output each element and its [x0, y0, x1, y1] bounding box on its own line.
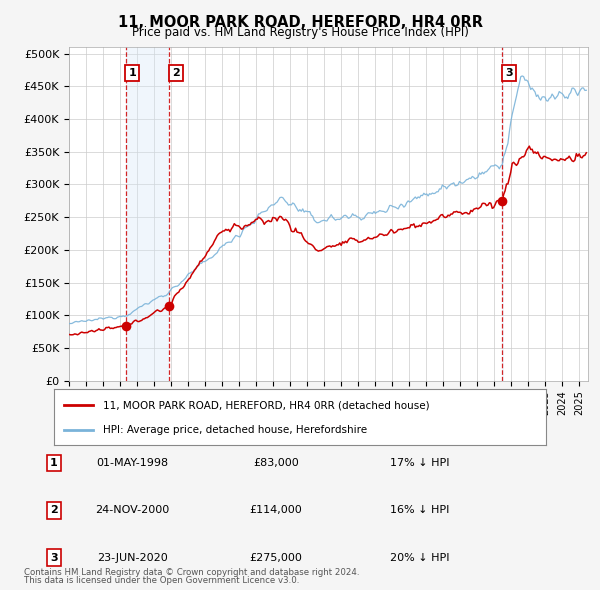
Text: 1: 1: [128, 68, 136, 78]
Text: 24-NOV-2000: 24-NOV-2000: [95, 506, 169, 515]
Text: 1: 1: [50, 458, 58, 468]
Text: 3: 3: [50, 553, 58, 562]
Text: £114,000: £114,000: [250, 506, 302, 515]
Text: 16% ↓ HPI: 16% ↓ HPI: [390, 506, 449, 515]
Text: 11, MOOR PARK ROAD, HEREFORD, HR4 0RR (detached house): 11, MOOR PARK ROAD, HEREFORD, HR4 0RR (d…: [103, 400, 430, 410]
Bar: [502, 47, 505, 381]
Text: HPI: Average price, detached house, Herefordshire: HPI: Average price, detached house, Here…: [103, 425, 367, 435]
Text: 2: 2: [172, 68, 179, 78]
Text: Price paid vs. HM Land Registry's House Price Index (HPI): Price paid vs. HM Land Registry's House …: [131, 26, 469, 39]
Text: 20% ↓ HPI: 20% ↓ HPI: [390, 553, 449, 562]
Text: This data is licensed under the Open Government Licence v3.0.: This data is licensed under the Open Gov…: [24, 576, 299, 585]
Text: 23-JUN-2020: 23-JUN-2020: [97, 553, 167, 562]
Text: 17% ↓ HPI: 17% ↓ HPI: [390, 458, 449, 468]
Text: £83,000: £83,000: [253, 458, 299, 468]
Text: 01-MAY-1998: 01-MAY-1998: [96, 458, 168, 468]
Bar: [125, 47, 169, 381]
Text: Contains HM Land Registry data © Crown copyright and database right 2024.: Contains HM Land Registry data © Crown c…: [24, 568, 359, 577]
Text: 3: 3: [505, 68, 512, 78]
Text: £275,000: £275,000: [250, 553, 302, 562]
Text: 2: 2: [50, 506, 58, 515]
Text: 11, MOOR PARK ROAD, HEREFORD, HR4 0RR: 11, MOOR PARK ROAD, HEREFORD, HR4 0RR: [118, 15, 482, 30]
